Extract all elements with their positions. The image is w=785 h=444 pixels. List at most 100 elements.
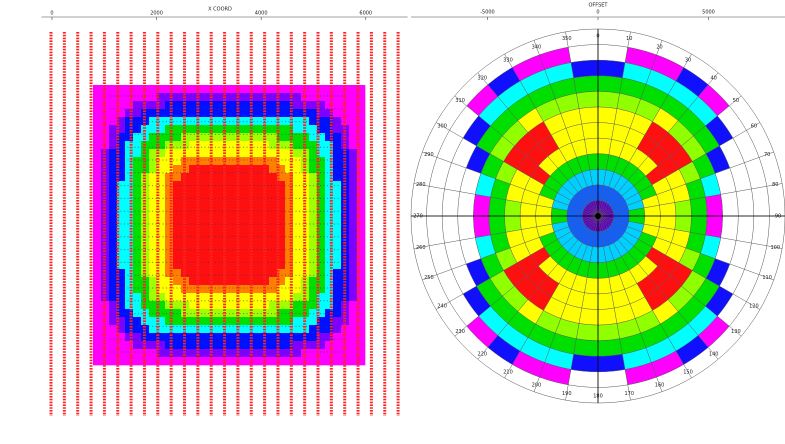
rose-cell — [574, 172, 588, 190]
fold-cell — [117, 325, 126, 334]
fold-cell — [109, 277, 118, 286]
rose-cell — [490, 296, 518, 324]
fold-cell — [125, 301, 134, 310]
rose-cell — [530, 165, 551, 185]
fold-cell — [317, 165, 326, 174]
fold-cell — [309, 341, 318, 350]
fold-cell — [349, 277, 358, 286]
fold-cell — [101, 221, 110, 230]
fold-cell — [309, 133, 318, 142]
fold-cell — [149, 149, 158, 158]
rose-cell — [608, 226, 622, 240]
fold-cell — [197, 301, 206, 310]
fold-cell — [109, 189, 118, 198]
fold-cell — [101, 285, 110, 294]
fold-cell — [213, 125, 222, 134]
rose-cell — [582, 245, 593, 263]
fold-cell — [293, 173, 302, 182]
rose-cell — [705, 115, 733, 146]
fold-cell — [237, 181, 246, 190]
fold-cell — [277, 133, 286, 142]
azimuth-spoke — [597, 95, 742, 217]
fold-cell — [333, 285, 342, 294]
rose-cell — [645, 247, 666, 267]
fold-cell — [301, 221, 310, 230]
fold-cell — [221, 229, 230, 238]
fold-cell — [333, 133, 342, 142]
fold-cell — [245, 197, 254, 206]
fold-cell — [109, 349, 118, 358]
fold-cell — [189, 341, 198, 350]
fold-cell — [221, 277, 230, 286]
fold-cell — [277, 237, 286, 246]
fold-cell — [197, 157, 206, 166]
rose-cell — [678, 296, 706, 324]
fold-cell — [237, 117, 246, 126]
fold-cell — [245, 277, 254, 286]
fold-cell — [125, 101, 134, 110]
fold-cell — [269, 109, 278, 118]
fold-cell — [325, 157, 334, 166]
fold-cell — [357, 213, 366, 222]
fold-cell — [93, 93, 102, 102]
fold-cell — [269, 197, 278, 206]
fold-cell — [109, 181, 118, 190]
rose-cell — [618, 236, 634, 252]
fold-cell — [173, 269, 182, 278]
fold-cell — [133, 309, 142, 318]
fold-cell — [357, 349, 366, 358]
fold-cell — [205, 165, 214, 174]
fold-cell — [165, 301, 174, 310]
fold-cell — [269, 253, 278, 262]
rose-cell — [584, 205, 598, 216]
fold-cell — [157, 141, 166, 150]
fold-cell — [317, 205, 326, 214]
rose-cell — [476, 125, 503, 154]
rose-cell — [668, 323, 699, 351]
fold-cell — [141, 285, 150, 294]
fold-cell — [349, 309, 358, 318]
fold-cell — [245, 125, 254, 134]
fold-cell — [213, 213, 222, 222]
fold-cell — [261, 173, 270, 182]
fold-cell — [277, 253, 286, 262]
rose-cell — [621, 185, 639, 201]
fold-cell — [349, 349, 358, 358]
fold-cell — [205, 117, 214, 126]
rose-cell — [520, 69, 551, 95]
fold-cell — [133, 325, 142, 334]
fold-cell — [253, 93, 262, 102]
rose-diagram: -500005000010203040506070809010011012013… — [410, 10, 785, 404]
rose-cell — [587, 185, 596, 202]
fold-cell — [125, 213, 134, 222]
rose-cell — [598, 262, 609, 279]
rose-cell — [603, 186, 614, 203]
azimuth-spoke — [597, 53, 692, 217]
fold-cell — [237, 333, 246, 342]
fold-cell — [197, 349, 206, 358]
fold-cell — [317, 149, 326, 158]
fold-cell — [253, 293, 262, 302]
fold-cell — [277, 245, 286, 254]
fold-cell — [149, 317, 158, 326]
x-tick-label: 0 — [596, 10, 599, 16]
fold-cell — [237, 85, 246, 94]
rose-cell — [638, 156, 658, 176]
fold-cell — [133, 93, 142, 102]
fold-cell — [125, 85, 134, 94]
rose-cell — [613, 175, 629, 193]
azimuth-spoke — [504, 215, 599, 379]
fold-cell — [125, 341, 134, 350]
fold-cell — [253, 213, 262, 222]
rose-cell — [544, 175, 563, 193]
fold-cell — [349, 357, 358, 366]
fold-cell — [133, 285, 142, 294]
fold-cell — [285, 125, 294, 134]
fold-cell — [165, 181, 174, 190]
fold-cell — [253, 325, 262, 334]
fold-cell — [237, 325, 246, 334]
fold-cell — [173, 221, 182, 230]
fold-cell — [213, 205, 222, 214]
fold-cell — [109, 229, 118, 238]
rose-cell — [592, 231, 598, 248]
